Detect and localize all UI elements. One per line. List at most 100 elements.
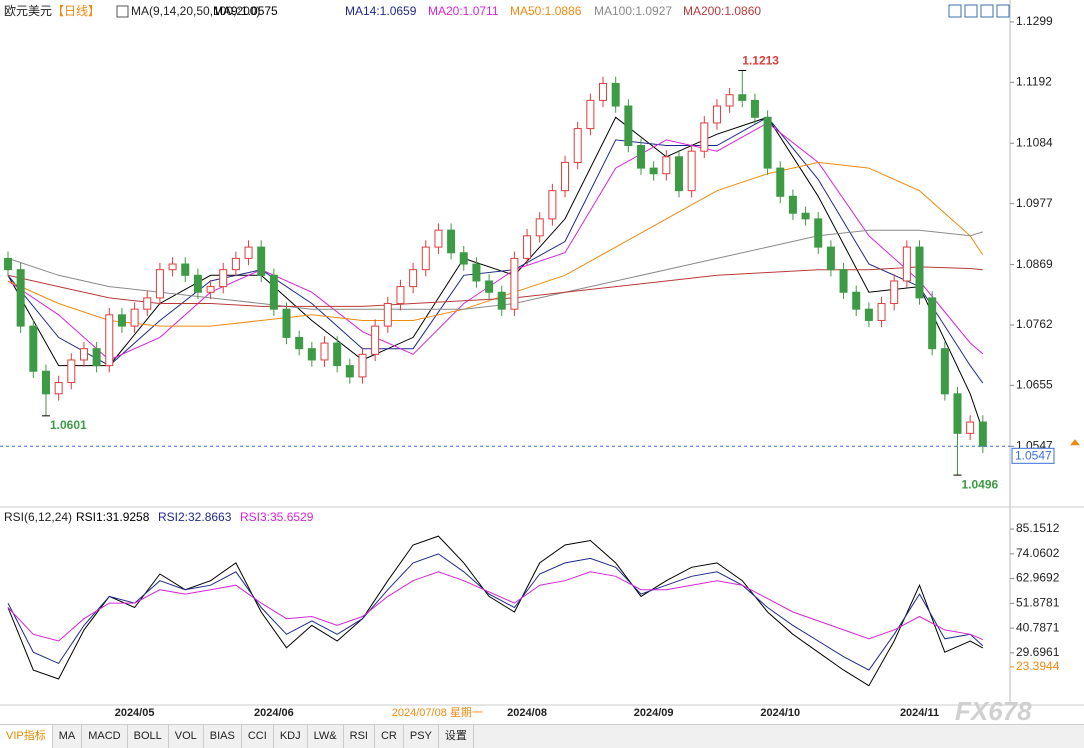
indicator-toolbar: VIP指标 MA MACD BOLL VOL BIAS CCI KDJ LW& RSI CR PSY 设… (0, 724, 1084, 748)
candle-body (269, 274, 278, 310)
candle-body (953, 393, 962, 434)
y-tick-label: 1.0869 (1016, 257, 1053, 271)
candle-body (624, 105, 633, 147)
candle-body (67, 359, 76, 384)
candle-body (573, 128, 582, 163)
candle-body (877, 303, 886, 321)
crosshair-label: 2024/07/08 星期一 (392, 706, 483, 719)
legend-entry: MA200:1.0860 (683, 4, 761, 18)
toolbar-button[interactable]: LW& (308, 725, 344, 748)
candle-body (548, 190, 557, 220)
back-icon[interactable] (980, 4, 994, 18)
last-price-arrow (1070, 439, 1080, 446)
candle-body (383, 303, 392, 327)
y-tick-label: 1.0762 (1016, 317, 1053, 331)
y-tick-label: 1.0655 (1016, 378, 1053, 392)
candle-body (510, 257, 519, 310)
candle-body (54, 382, 63, 395)
candle-body (29, 325, 38, 372)
y-tick-label: 40.7871 (1016, 620, 1060, 634)
candle-body (966, 421, 975, 434)
candle-body (307, 348, 316, 361)
x-tick-label: 2024/10 (760, 707, 800, 719)
candle-body (978, 421, 987, 447)
candle-body (586, 99, 595, 130)
candle-body (864, 308, 873, 321)
y-tick-label: 29.6961 (1016, 645, 1060, 659)
watermark: FX678 (955, 696, 1032, 724)
candle-body (219, 269, 228, 288)
toolbar-button[interactable]: BOLL (128, 725, 169, 748)
zoom-out-icon[interactable] (964, 4, 978, 18)
candle-body (421, 246, 430, 271)
candle-body (206, 286, 215, 293)
y-tick-label: 51.8781 (1016, 596, 1060, 610)
rsi-line (7, 535, 984, 687)
candle-body (852, 291, 861, 310)
candle-body (117, 314, 126, 327)
legend-entry: RSI2:32.8663 (158, 510, 232, 524)
chart-title: 欧元美元 (4, 4, 52, 18)
x-tick-label: 2024/06 (254, 707, 294, 719)
candle-body (637, 145, 645, 169)
y-tick-label: 74.0602 (1016, 546, 1060, 560)
candle-body (788, 195, 797, 214)
candle-body (700, 122, 709, 152)
extreme-label: 1.0601 (50, 418, 87, 432)
candle-body (333, 342, 342, 367)
toolbar-button[interactable]: VIP指标 (0, 725, 53, 748)
candle-body (105, 314, 114, 367)
candle-body (472, 263, 481, 282)
legend-entry: RSI3:35.6529 (240, 510, 314, 524)
legend-entry: MA50:1.0886 (510, 4, 582, 18)
candle-body (358, 353, 367, 378)
legend-entry: MA9:1.0575 (213, 4, 278, 18)
candle-body (776, 167, 785, 197)
toolbar-button[interactable]: KDJ (274, 725, 308, 748)
candle-body (599, 82, 608, 101)
candle-body (41, 370, 50, 395)
x-tick-label: 2024/11 (900, 707, 939, 719)
last-price-box (1011, 447, 1055, 464)
candle-body (523, 235, 532, 259)
candle-body (826, 246, 835, 271)
candle-body (485, 280, 494, 293)
candle-body (79, 348, 88, 361)
legend-entry: MA14:1.0659 (345, 4, 417, 18)
rsi-line (7, 553, 984, 671)
rsi-line (7, 571, 983, 642)
toolbar-button[interactable]: BIAS (204, 725, 242, 748)
y-tick-label: 62.9692 (1016, 571, 1060, 585)
toolbar-button[interactable]: CR (375, 725, 404, 748)
candle-body (231, 257, 240, 271)
toolbar-button[interactable]: MACD (82, 725, 128, 748)
indicator-icon[interactable] (116, 5, 129, 18)
candle-body (409, 269, 418, 288)
period[interactable]: 【日线】 (52, 4, 100, 18)
indicator-label: MA(9,14,20,50,100,200) (131, 4, 260, 18)
toolbar-button[interactable]: 设置 (439, 725, 474, 748)
candle-body (130, 308, 139, 327)
chart: 欧元美元 【日线】 FX678 1.1299 1.1192 1.1084 1.0977… (0, 0, 1084, 724)
extreme-label: 1.1213 (742, 54, 779, 68)
toolbar-button[interactable]: MA (53, 725, 83, 748)
candle-body (763, 116, 772, 169)
candle-body (459, 252, 468, 265)
candle-body (447, 229, 456, 254)
candle-body (181, 263, 190, 276)
candle-body (674, 156, 683, 192)
toolbar-button[interactable]: CCI (242, 725, 274, 748)
y-tick-label: 1.1192 (1016, 74, 1052, 88)
candle-body (750, 99, 759, 118)
candle-body (649, 167, 658, 175)
settings-icon[interactable] (996, 4, 1010, 18)
candle-body (497, 291, 506, 310)
toolbar-button[interactable]: RSI (344, 725, 375, 748)
candle-body (535, 218, 544, 237)
zoom-in-icon[interactable] (948, 4, 962, 18)
candle-body (940, 348, 949, 395)
toolbar-button[interactable]: VOL (169, 725, 204, 748)
candle-body (890, 280, 899, 305)
toolbar-button[interactable]: PSY (404, 725, 439, 748)
rsi-title: RSI(6,12,24) (4, 510, 72, 524)
